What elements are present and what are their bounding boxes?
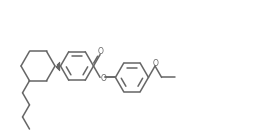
- Text: O: O: [98, 47, 103, 56]
- Text: O: O: [100, 74, 106, 83]
- Text: O: O: [153, 59, 158, 68]
